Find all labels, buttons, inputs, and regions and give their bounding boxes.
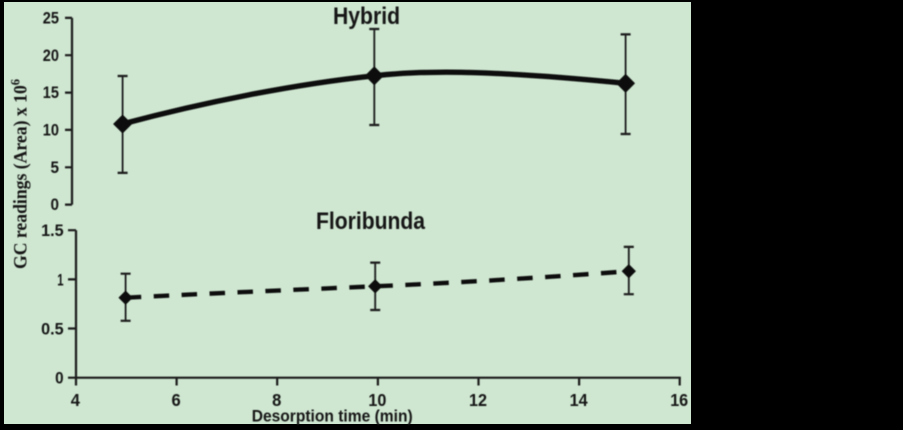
svg-text:GC readings (Area) x 106: GC readings (Area) x 106 <box>8 79 32 269</box>
svg-text:20: 20 <box>43 46 59 65</box>
svg-text:25: 25 <box>43 9 59 28</box>
svg-text:1.5: 1.5 <box>41 221 64 240</box>
svg-text:1: 1 <box>57 270 63 289</box>
svg-text:5: 5 <box>51 158 60 177</box>
svg-text:Floribunda: Floribunda <box>316 208 426 235</box>
svg-text:0.5: 0.5 <box>41 320 64 339</box>
svg-text:14: 14 <box>570 390 588 410</box>
svg-text:10: 10 <box>43 121 59 140</box>
svg-text:Desorption time (min): Desorption time (min) <box>252 406 413 425</box>
svg-text:16: 16 <box>670 390 688 410</box>
svg-text:12: 12 <box>469 390 487 410</box>
svg-text:15: 15 <box>43 83 59 102</box>
svg-text:4: 4 <box>71 390 80 410</box>
svg-text:10: 10 <box>368 390 386 410</box>
svg-text:6: 6 <box>172 390 181 410</box>
svg-text:0: 0 <box>55 369 64 388</box>
svg-text:8: 8 <box>272 390 281 410</box>
svg-text:0: 0 <box>51 195 60 214</box>
svg-text:Hybrid: Hybrid <box>333 3 400 30</box>
